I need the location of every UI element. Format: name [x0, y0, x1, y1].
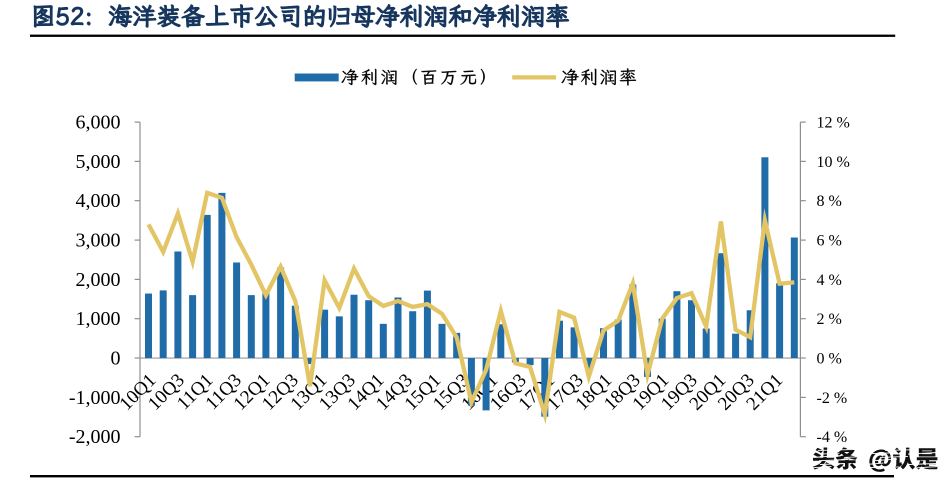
svg-text:0: 0: [111, 348, 121, 370]
svg-text:0 %: 0 %: [817, 351, 842, 368]
svg-text:6 %: 6 %: [817, 233, 842, 250]
svg-text:5,000: 5,000: [76, 151, 121, 173]
svg-text:1,000: 1,000: [76, 308, 121, 330]
svg-text:2,000: 2,000: [76, 269, 121, 291]
svg-text:6,000: 6,000: [76, 112, 121, 134]
svg-text:-2 %: -2 %: [817, 390, 848, 407]
svg-text:-4 %: -4 %: [817, 429, 848, 446]
svg-text:4,000: 4,000: [76, 190, 121, 212]
svg-text:3,000: 3,000: [76, 230, 121, 252]
svg-text:10 %: 10 %: [817, 154, 850, 171]
svg-text:-1,000: -1,000: [69, 387, 121, 409]
svg-text:2 %: 2 %: [817, 311, 842, 328]
svg-text:8 %: 8 %: [817, 193, 842, 210]
svg-text:4 %: 4 %: [817, 272, 842, 289]
svg-text:12 %: 12 %: [817, 115, 850, 132]
svg-text:-2,000: -2,000: [69, 426, 121, 448]
